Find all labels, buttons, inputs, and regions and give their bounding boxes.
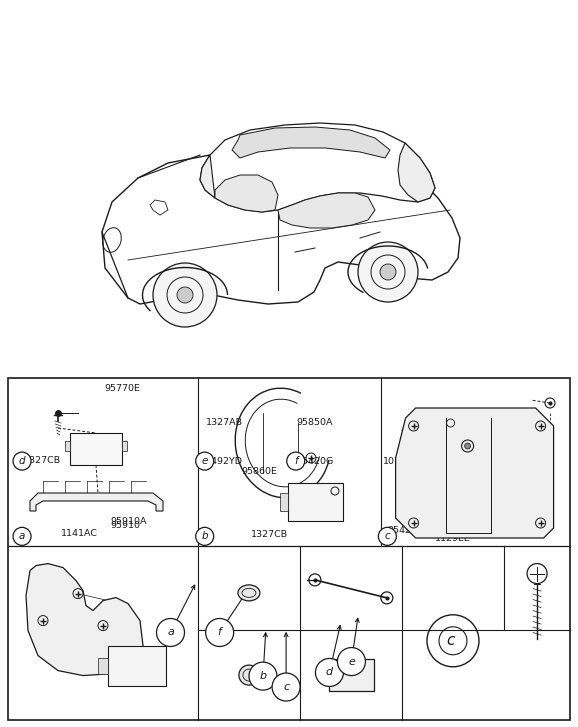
Bar [108,646,166,686]
Bar [329,659,374,691]
Circle shape [196,452,214,470]
Circle shape [316,659,343,686]
Text: 95850A: 95850A [297,418,334,427]
Text: 95910A: 95910A [110,517,147,526]
Bar [70,433,122,465]
Ellipse shape [238,585,260,601]
Text: 1129AE: 1129AE [435,530,472,539]
Circle shape [380,264,396,280]
Text: 95860E: 95860E [241,467,277,475]
Bar [98,658,108,674]
Polygon shape [150,200,168,215]
Text: d: d [18,456,25,466]
Bar [8,378,570,720]
Text: c: c [283,682,289,692]
Circle shape [465,443,470,449]
Polygon shape [215,175,278,212]
Polygon shape [200,155,215,198]
Text: a: a [19,531,25,542]
Circle shape [379,527,397,545]
Circle shape [13,452,31,470]
Polygon shape [232,127,390,158]
Text: 95420G: 95420G [297,457,334,465]
Circle shape [358,242,418,302]
Polygon shape [102,148,460,304]
Circle shape [206,619,234,646]
Text: 1492YD: 1492YD [206,457,243,465]
Text: b: b [201,531,208,542]
Text: f: f [218,627,221,638]
Text: 1076AM: 1076AM [383,457,422,465]
Text: 95420F: 95420F [387,526,423,535]
Bar [122,441,127,451]
Text: c: c [446,633,454,648]
Polygon shape [26,563,143,675]
Polygon shape [278,193,375,228]
Text: 1129EE: 1129EE [435,534,471,543]
Circle shape [153,263,217,327]
Text: a: a [167,627,174,638]
Polygon shape [395,408,554,538]
Circle shape [177,287,193,303]
Bar [65,441,70,451]
Polygon shape [398,143,435,202]
Text: 1249BD: 1249BD [482,454,520,464]
Circle shape [272,673,300,701]
Text: d: d [326,667,333,678]
Circle shape [338,648,365,675]
Ellipse shape [239,665,259,685]
Text: 1141AC: 1141AC [61,529,98,538]
Circle shape [157,619,184,646]
Circle shape [287,452,305,470]
Bar [288,483,343,521]
Text: 1327CB: 1327CB [251,530,288,539]
Circle shape [196,527,214,545]
Polygon shape [200,123,435,212]
Circle shape [249,662,277,690]
Text: 95770E: 95770E [105,385,140,393]
Text: c: c [384,531,390,542]
Polygon shape [30,493,163,511]
Circle shape [13,527,31,545]
Text: 95910: 95910 [110,521,140,529]
Text: b: b [260,671,266,681]
Text: 1249EB: 1249EB [482,458,518,467]
Bar [280,493,288,511]
Text: e: e [348,656,355,667]
Text: 1327CB: 1327CB [24,456,61,465]
Text: f: f [294,456,298,466]
Text: 1327AB: 1327AB [206,418,243,427]
Text: e: e [202,456,208,466]
